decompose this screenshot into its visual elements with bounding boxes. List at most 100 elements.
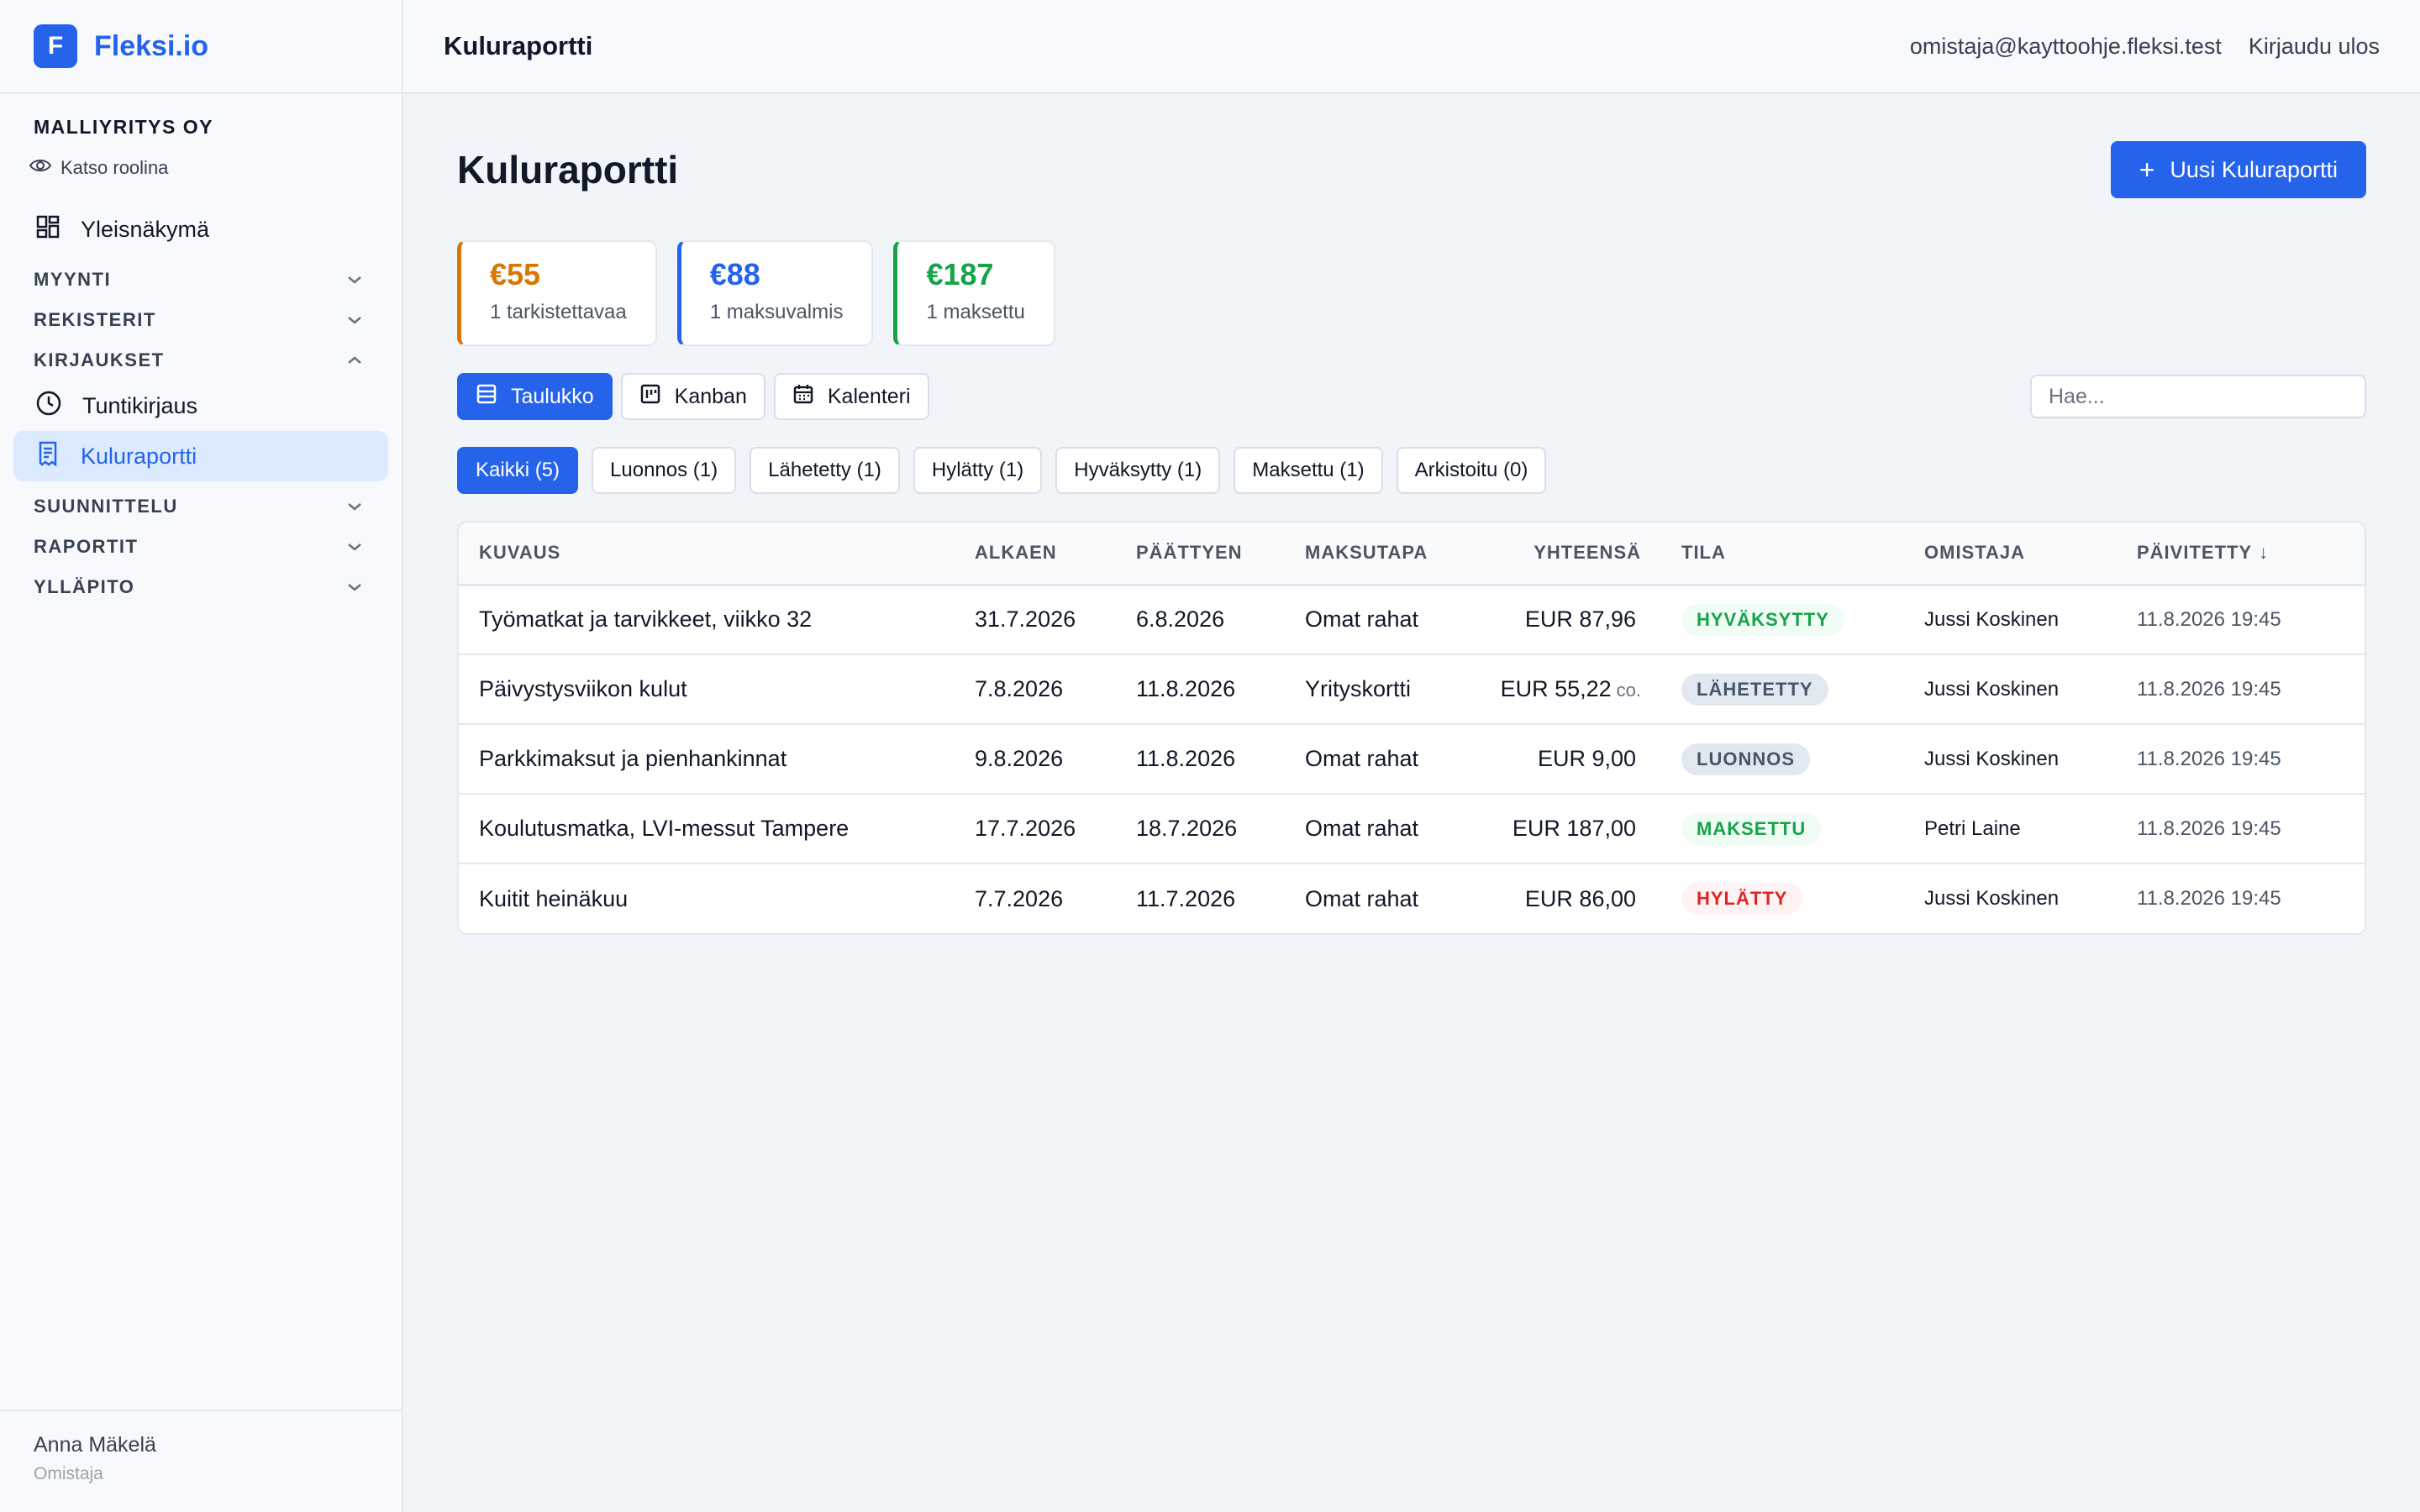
status-badge: HYLÄTTY xyxy=(1681,883,1803,915)
brand-name: Fleksi.io xyxy=(94,29,209,62)
sidebar-section-admin[interactable]: YLLÄPITO xyxy=(13,567,388,607)
stats-row: €55 1 tarkistettavaa €88 1 maksuvalmis €… xyxy=(457,240,2366,346)
logout-link[interactable]: Kirjaudu ulos xyxy=(2248,33,2380,59)
cell-owner: Jussi Koskinen xyxy=(1904,724,2117,795)
cell-payment: Omat rahat xyxy=(1305,885,1419,911)
column-header-status[interactable]: TILA xyxy=(1661,522,1904,586)
sidebar-section-sales[interactable]: MYYNTI xyxy=(13,260,388,300)
cell-payment: Omat rahat xyxy=(1285,585,1473,655)
cell-status: LUONNOS xyxy=(1661,724,1904,795)
filter-sent[interactable]: Lähetetty (1) xyxy=(750,447,900,494)
column-header-description[interactable]: KUVAUS xyxy=(459,522,955,586)
column-header-payment[interactable]: MAKSUTAPA xyxy=(1285,522,1473,586)
tab-label: Taulukko xyxy=(511,384,594,408)
receipt-icon xyxy=(35,440,81,473)
kanban-icon xyxy=(639,383,661,411)
column-header-end[interactable]: PÄÄTTYEN xyxy=(1116,522,1285,586)
new-expense-report-button[interactable]: + Uusi Kuluraportti xyxy=(2110,141,2366,198)
section-label: RAPORTIT xyxy=(34,536,139,557)
eye-icon xyxy=(29,157,60,179)
column-header-owner[interactable]: OMISTAJA xyxy=(1904,522,2117,586)
filter-paid[interactable]: Maksettu (1) xyxy=(1234,447,1383,494)
calendar-icon xyxy=(792,383,814,411)
topbar: Kuluraportti omistaja@kayttoohje.fleksi.… xyxy=(403,0,2420,94)
expense-table-card: KUVAUS ALKAEN PÄÄTTYEN MAKSUTAPA YHTEENS… xyxy=(457,521,2366,935)
column-header-start[interactable]: ALKAEN xyxy=(955,522,1116,586)
button-label: Uusi Kuluraportti xyxy=(2170,156,2338,182)
cell-start: 7.8.2026 xyxy=(955,654,1116,725)
table-row[interactable]: Koulutusmatka, LVI-messut Tampere 17.7.20… xyxy=(459,794,2365,864)
table-row[interactable]: Päivystysviikon kulut 7.8.2026 11.8.2026 Yr… xyxy=(459,654,2365,725)
filter-archived[interactable]: Arkistoitu (0) xyxy=(1396,447,1547,494)
cell-updated: 11.8.2026 19:45 xyxy=(2117,585,2365,655)
cell-end: 11.7.2026 xyxy=(1136,885,1236,911)
cell-updated: 11.8.2026 19:45 xyxy=(2137,887,2281,910)
search-input[interactable] xyxy=(2030,375,2366,418)
brand[interactable]: F Fleksi.io xyxy=(0,0,402,94)
cell-end: 6.8.2026 xyxy=(1116,585,1285,655)
cell-start: 31.7.2026 xyxy=(955,585,1116,655)
stat-card-to-review[interactable]: €55 1 tarkistettavaa xyxy=(457,240,657,346)
tab-table-view[interactable]: Taulukko xyxy=(457,373,613,420)
sidebar-item-label: Yleisnäkymä xyxy=(81,216,210,242)
filter-draft[interactable]: Luonnos (1) xyxy=(592,447,737,494)
stat-card-paid[interactable]: €187 1 maksettu xyxy=(893,240,1055,346)
cell-total: EUR 86,00 xyxy=(1473,864,1661,933)
status-filter-row: Kaikki (5) Luonnos (1) Lähetetty (1) Hyl… xyxy=(457,447,2366,494)
cell-total: EUR 187,00 xyxy=(1473,794,1661,864)
table-row[interactable]: Kuitit heinäkuu 7.7.2026 11.7.2026 Omat rah… xyxy=(459,864,2365,933)
cell-description: Koulutusmatka, LVI-messut Tampere xyxy=(459,794,955,864)
table-row[interactable]: Työmatkat ja tarvikkeet, viikko 32 31.7.2… xyxy=(459,585,2365,655)
brand-logo: F xyxy=(34,24,77,68)
sidebar-section-entries[interactable]: KIRJAUKSET xyxy=(13,340,388,381)
chevron-up-icon xyxy=(346,349,363,371)
filter-rejected[interactable]: Hylätty (1) xyxy=(913,447,1043,494)
cell-owner: Jussi Koskinen xyxy=(1904,585,2117,655)
tab-kanban-view[interactable]: Kanban xyxy=(620,373,765,420)
sidebar-item-label: Tuntikirjaus xyxy=(82,392,198,418)
section-label: MYYNTI xyxy=(34,269,112,290)
main-area: Kuluraportti omistaja@kayttoohje.fleksi.… xyxy=(403,0,2420,1512)
cell-owner: Petri Laine xyxy=(1904,794,2117,864)
sidebar-item-expense-report[interactable]: Kuluraportti xyxy=(13,431,388,481)
total-amount: EUR 55,22 xyxy=(1500,676,1612,701)
org-name: MALLIYRITYS OY xyxy=(34,116,213,138)
sidebar-item-time-entry[interactable]: Tuntikirjaus xyxy=(13,381,388,431)
chevron-down-icon xyxy=(346,576,363,598)
sidebar-item-label: Kuluraportti xyxy=(81,443,197,469)
sidebar-section-registers[interactable]: REKISTERIT xyxy=(13,300,388,340)
filter-approved[interactable]: Hyväksytty (1) xyxy=(1055,447,1221,494)
total-amount: EUR 86,00 xyxy=(1524,885,1636,911)
cell-status: HYVÄKSYTTY xyxy=(1661,585,1904,655)
stat-label: 1 maksettu xyxy=(926,301,1025,323)
org-block: MALLIYRITYS OY Katso roolina xyxy=(0,94,402,179)
section-label: SUUNNITTELU xyxy=(34,496,178,517)
stat-value: €187 xyxy=(926,257,994,291)
cell-end: 18.7.2026 xyxy=(1116,794,1285,864)
status-badge: MAKSETTU xyxy=(1681,812,1822,845)
sidebar-item-overview[interactable]: Yleisnäkymä xyxy=(13,204,388,255)
cell-description: Työmatkat ja tarvikkeet, viikko 32 xyxy=(459,585,955,655)
cell-total: EUR 9,00 xyxy=(1473,724,1661,795)
status-badge: LÄHETETTY xyxy=(1681,673,1828,706)
sidebar-section-reports[interactable]: RAPORTIT xyxy=(13,527,388,567)
stat-card-ready-to-pay[interactable]: €88 1 maksuvalmis xyxy=(676,240,874,346)
column-header-updated[interactable]: PÄIVITETTY ↓ xyxy=(2117,522,2365,586)
view-as-role-link[interactable]: Katso roolina xyxy=(29,157,368,179)
tab-calendar-view[interactable]: Kalenteri xyxy=(773,373,929,420)
section-label: KIRJAUKSET xyxy=(34,349,165,370)
view-switcher: Taulukko Kanban Kalenteri xyxy=(457,373,929,420)
user-panel[interactable]: Anna Mäkelä Omistaja xyxy=(0,1410,402,1512)
chevron-down-icon xyxy=(346,269,363,291)
cell-payment: Omat rahat xyxy=(1285,724,1473,795)
page-title: Kuluraportti xyxy=(457,148,679,192)
filter-all[interactable]: Kaikki (5) xyxy=(457,447,579,494)
cell-end: 11.8.2026 xyxy=(1116,654,1285,725)
cell-total: EUR 87,96 xyxy=(1473,585,1661,655)
column-header-total[interactable]: YHTEENSÄ xyxy=(1473,522,1661,586)
cell-total: EUR 55,22 co. xyxy=(1473,654,1661,725)
cell-payment: Yrityskortti xyxy=(1285,654,1473,725)
cell-owner: Jussi Koskinen xyxy=(1904,654,2117,725)
sidebar-section-planning[interactable]: SUUNNITTELU xyxy=(13,486,388,527)
table-row[interactable]: Parkkimaksut ja pienhankinnat 9.8.2026 11.… xyxy=(459,724,2365,795)
